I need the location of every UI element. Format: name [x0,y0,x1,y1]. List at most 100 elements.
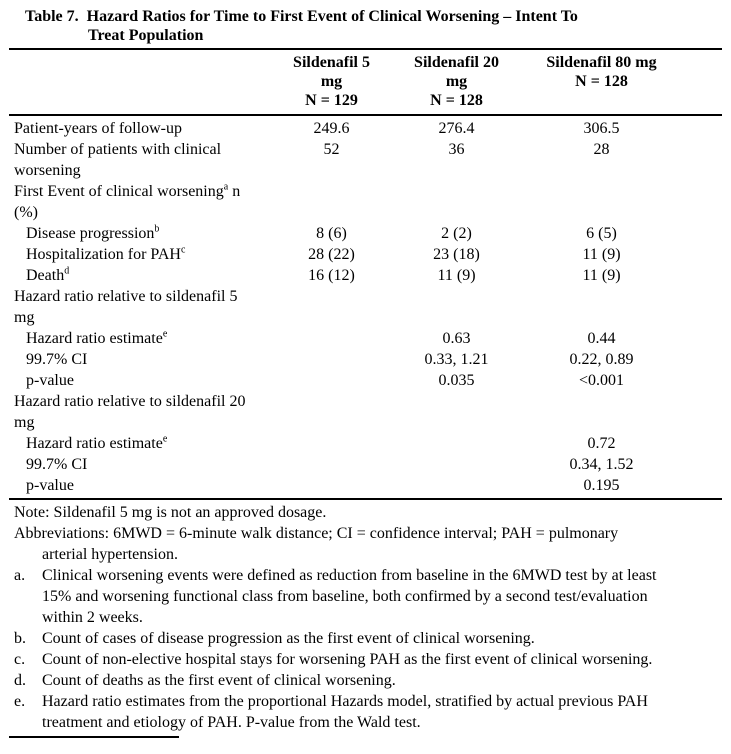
table-row: p-value 0.195 [9,475,722,496]
row-label: p-value [14,475,254,496]
row-label: Hazard ratio relative to sildenafil 20 m… [14,391,254,433]
row-label: Hazard ratio relative to sildenafil 5 mg [14,286,254,328]
cell-value: 306.5 [583,120,620,137]
cell-value: <0.001 [578,372,625,389]
table-row: 99.7% CI 0.33, 1.21 0.22, 0.89 [9,349,722,370]
cell-value: 36 [448,141,465,158]
cell-value: 276.4 [438,120,475,137]
table-title: Table 7. Hazard Ratios for Time to First… [25,7,722,45]
footnote-note: Note: Sildenafil 5 mg is not an approved… [14,504,327,521]
row-label-text: Hazard ratio estimate [26,330,163,347]
column-header-line: mg [445,73,468,90]
row-label: Hazard ratio estimatee [14,433,254,454]
footnote-marker: d [64,265,70,277]
cell-value: 11 (9) [437,267,476,284]
cell-value: 2 (2) [441,225,472,242]
table-title-line2: Treat Population [88,27,204,44]
column-header-sildenafil-20mg: Sildenafil 20 mg N = 128 [394,53,519,110]
row-label-text: p-value [26,477,74,494]
column-header-sildenafil-5mg: Sildenafil 5 mg N = 129 [269,53,394,110]
footnote-letter: b. [14,630,26,647]
row-label: 99.7% CI [14,349,254,370]
cell-value: 0.33, 1.21 [424,351,489,368]
row-label-text: Disease progression [26,225,155,242]
row-label-text: Hazard ratio estimate [26,435,163,452]
row-label-text: Hazard ratio relative to sildenafil 5 mg [14,288,238,326]
cell-value: 16 (12) [308,267,355,284]
table-body: Patient-years of follow-up 249.6 276.4 3… [9,116,722,500]
row-label-text: Patient-years of follow-up [14,120,182,137]
cell-value: 8 (6) [316,225,347,242]
table-row: Hazard ratio estimatee 0.63 0.44 [9,328,722,349]
footnote-marker: c [180,244,186,256]
footnote-item: a. Clinical worsening events were define… [14,565,664,628]
table-row: Hazard ratio relative to sildenafil 20 m… [9,391,722,433]
row-label: Patient-years of follow-up [14,118,254,139]
footnote-item: d. Count of deaths as the first event of… [14,670,664,691]
table-row: Hazard ratio estimatee 0.72 [9,433,722,454]
footnote-text: Clinical worsening events were defined a… [42,567,657,626]
document-page: Table 7. Hazard Ratios for Time to First… [9,7,722,738]
cell-value: 249.6 [313,120,350,137]
column-header-line: Sildenafil 20 [414,54,499,71]
footnote-letter: a. [14,567,26,584]
row-label-text: p-value [26,372,74,389]
footnote-text: Hazard ratio estimates from the proporti… [42,693,648,731]
footnotes-section: Note: Sildenafil 5 mg is not an approved… [14,502,722,733]
column-header-line: mg [320,73,343,90]
footnote-marker: b [154,223,160,235]
row-label: Disease progressionb [14,223,254,244]
table-row: Hospitalization for PAHc 28 (22) 23 (18)… [9,244,722,265]
row-label-text: First Event of clinical worsening [14,183,224,200]
footnote-letter: d. [14,672,26,689]
table-row: First Event of clinical worseninga n (%) [9,181,722,223]
cell-value: 11 (9) [582,267,621,284]
cell-value: 28 [593,141,610,158]
cell-value: 23 (18) [433,246,480,263]
footnote-item: c. Count of non-elective hospital stays … [14,649,664,670]
row-label-text: 99.7% CI [26,351,88,368]
cell-value: 0.035 [438,372,475,389]
cell-value: 0.72 [587,435,616,452]
row-label: First Event of clinical worseninga n (%) [14,181,254,223]
cell-value: 0.22, 0.89 [569,351,634,368]
table-row: p-value 0.035 <0.001 [9,370,722,391]
cell-value: 52 [323,141,340,158]
column-header-line: Sildenafil 5 [293,54,370,71]
cell-value: 6 (5) [586,225,617,242]
table-row: Patient-years of follow-up 249.6 276.4 3… [9,118,722,139]
row-label: Number of patients with clinical worseni… [14,139,254,181]
footnote-marker: e [162,328,168,340]
row-label: Hospitalization for PAHc [14,244,254,265]
footnote-item: e. Hazard ratio estimates from the propo… [14,691,664,733]
footnote-text: Count of cases of disease progression as… [42,630,535,647]
footnote-letter: e. [14,693,26,710]
footnote-letter: c. [14,651,26,668]
column-header-line: N = 128 [575,73,628,90]
row-label-text: Hazard ratio relative to sildenafil 20 m… [14,393,246,431]
cell-value: 0.34, 1.52 [569,456,634,473]
bottom-divider [9,736,179,738]
footnote-marker: e [162,433,168,445]
row-label: p-value [14,370,254,391]
table-title-line1: Hazard Ratios for Time to First Event of… [86,8,578,25]
row-label-text: Death [26,267,65,284]
cell-value: 28 (22) [308,246,355,263]
row-label-suffix: n (%) [14,183,241,221]
column-header-sildenafil-80mg: Sildenafil 80 mg N = 128 [519,53,684,91]
cell-value: 11 (9) [582,246,621,263]
column-header-line: N = 129 [305,92,358,109]
row-label-text: Number of patients with clinical worseni… [14,141,222,179]
row-label: 99.7% CI [14,454,254,475]
footnote-text: Count of deaths as the first event of cl… [42,672,396,689]
cell-value: 0.195 [583,477,620,494]
table-row: 99.7% CI 0.34, 1.52 [9,454,722,475]
table-row: Hazard ratio relative to sildenafil 5 mg [9,286,722,328]
cell-value: 0.44 [587,330,616,347]
footnote-text: Count of non-elective hospital stays for… [42,651,653,668]
footnote-abbreviations: Abbreviations: 6MWD = 6-minute walk dist… [14,525,619,563]
column-header-line: N = 128 [430,92,483,109]
table-title-label: Table 7. [25,8,79,25]
cell-value: 0.63 [442,330,471,347]
table-row: Deathd 16 (12) 11 (9) 11 (9) [9,265,722,286]
